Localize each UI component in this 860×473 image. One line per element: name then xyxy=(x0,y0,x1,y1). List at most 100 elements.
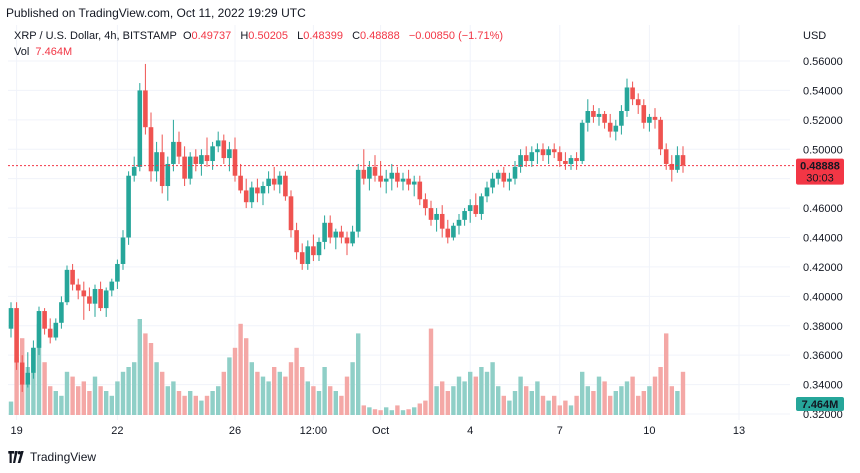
volume-bar xyxy=(305,381,310,415)
candle xyxy=(109,278,115,297)
candle xyxy=(42,308,47,335)
volume-bar xyxy=(53,391,58,415)
candle xyxy=(591,105,596,123)
volume-bar xyxy=(440,381,445,415)
candle-body xyxy=(316,241,322,256)
volume-bar xyxy=(624,381,630,415)
volume-bar xyxy=(468,371,473,415)
volume-bar xyxy=(406,409,411,415)
volume-tag-label: 7.464M xyxy=(802,399,839,411)
candle-body xyxy=(199,155,204,164)
candle xyxy=(602,111,607,129)
volume-bar xyxy=(384,407,389,415)
volume-bar xyxy=(188,391,193,415)
price-tick-label: 0.46000 xyxy=(803,203,843,215)
candle-body xyxy=(187,156,193,179)
candle xyxy=(159,134,165,194)
volume-bar xyxy=(675,391,680,415)
candle-body xyxy=(215,140,221,147)
candle xyxy=(70,263,75,291)
candle xyxy=(299,243,305,270)
candle xyxy=(238,163,243,194)
candle-body xyxy=(411,181,417,185)
volume-value: 7.464M xyxy=(35,46,73,58)
volume-bar xyxy=(316,391,322,415)
candle xyxy=(171,119,176,172)
volume-bar xyxy=(680,371,686,415)
volume-bar xyxy=(580,371,585,415)
candle xyxy=(546,146,551,164)
candle-body xyxy=(350,231,355,244)
candle-body xyxy=(355,169,361,232)
current-price-label: 0.48888 xyxy=(800,161,840,173)
volume-bar xyxy=(210,391,215,415)
volume-bar xyxy=(148,343,154,415)
candle xyxy=(131,156,137,182)
volume-bars xyxy=(8,319,686,415)
candle-body xyxy=(131,166,137,176)
candle-body xyxy=(624,87,630,112)
candle-body xyxy=(311,246,316,256)
candle-body xyxy=(266,178,271,187)
candle xyxy=(495,169,501,185)
candle xyxy=(204,137,210,167)
volume-bar xyxy=(568,405,574,415)
candle-body xyxy=(395,172,400,182)
candle-body xyxy=(243,190,249,203)
candle xyxy=(271,166,277,191)
candle xyxy=(417,175,423,206)
volume-bar xyxy=(591,391,596,415)
candle xyxy=(439,205,445,238)
volume-bar xyxy=(322,367,327,415)
candle xyxy=(451,222,456,241)
candle-body xyxy=(249,187,255,203)
candle-body xyxy=(182,156,187,179)
candle xyxy=(283,171,288,201)
volume-bar xyxy=(484,371,490,415)
footer-brand-label: TradingView xyxy=(30,450,97,464)
candle-body xyxy=(630,87,635,100)
candle-body xyxy=(126,175,131,238)
candle-body xyxy=(456,219,462,226)
volume-bar xyxy=(266,381,271,415)
volume-bar xyxy=(608,395,613,415)
candle-body xyxy=(333,231,339,238)
candle xyxy=(669,155,675,182)
price-axis[interactable]: 0.560000.540000.520000.500000.480000.460… xyxy=(803,56,843,421)
volume-bar xyxy=(372,409,378,415)
candle xyxy=(187,152,193,185)
candle-body xyxy=(591,111,596,117)
candle xyxy=(400,172,406,191)
symbol-name[interactable]: XRP / U.S. Dollar, 4h, BITSTAMP xyxy=(14,30,177,42)
candle xyxy=(59,296,64,329)
volume-bar xyxy=(524,386,529,415)
footer-brand[interactable]: TradingView xyxy=(8,450,96,464)
candle xyxy=(47,318,53,344)
volume-bar xyxy=(563,400,568,415)
time-axis[interactable]: 19 22 26 12:00 Oct 4 7 10 13 xyxy=(10,425,745,437)
candle-body xyxy=(159,152,165,187)
price-tick-label: 0.38000 xyxy=(803,321,843,333)
candle-body xyxy=(423,199,428,209)
candle xyxy=(255,178,260,203)
candle xyxy=(490,172,495,194)
volume-bar xyxy=(171,381,176,415)
volume-bar xyxy=(221,371,226,415)
candle xyxy=(14,302,19,370)
candle xyxy=(647,113,652,132)
candle xyxy=(445,219,451,244)
candle xyxy=(316,237,322,262)
candle-body xyxy=(417,181,423,200)
candle-body xyxy=(383,178,389,182)
volume-bar xyxy=(535,381,540,415)
price-tick-label: 0.44000 xyxy=(803,233,843,245)
candle xyxy=(221,134,227,164)
candle xyxy=(294,222,299,260)
time-tick-label: 7 xyxy=(557,425,563,437)
volume-bar xyxy=(669,386,674,415)
volume-bar xyxy=(619,386,624,415)
candle xyxy=(523,146,529,167)
volume-bar xyxy=(473,376,478,415)
candle-body xyxy=(428,208,434,220)
